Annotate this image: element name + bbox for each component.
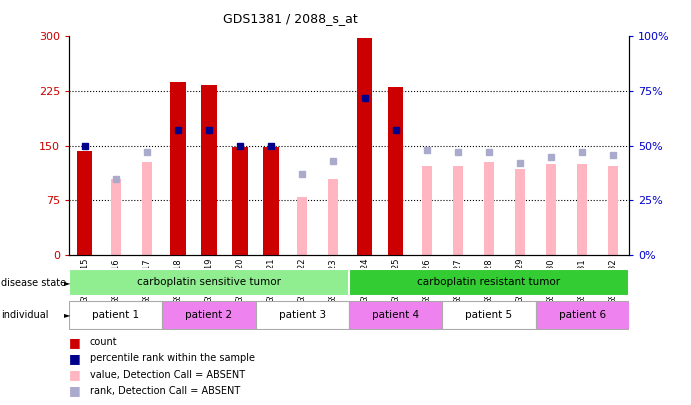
Bar xyxy=(142,162,152,255)
Text: disease state: disease state xyxy=(1,278,66,288)
Text: ■: ■ xyxy=(69,368,81,381)
Text: ■: ■ xyxy=(69,352,81,365)
Bar xyxy=(422,166,432,255)
Bar xyxy=(515,169,525,255)
Bar xyxy=(349,301,442,328)
Bar xyxy=(162,301,256,328)
Bar xyxy=(232,147,248,255)
Bar xyxy=(577,164,587,255)
Text: patient 3: patient 3 xyxy=(278,310,326,320)
Bar xyxy=(388,87,404,255)
Bar xyxy=(608,166,618,255)
Text: value, Detection Call = ABSENT: value, Detection Call = ABSENT xyxy=(90,370,245,379)
Text: ■: ■ xyxy=(69,336,81,349)
Text: count: count xyxy=(90,337,117,347)
Bar xyxy=(111,179,121,255)
Bar xyxy=(442,301,536,328)
Bar xyxy=(546,164,556,255)
Text: individual: individual xyxy=(1,310,48,320)
Text: ►: ► xyxy=(64,311,70,320)
Bar xyxy=(170,82,186,255)
Bar xyxy=(69,269,349,296)
Text: GDS1381 / 2088_s_at: GDS1381 / 2088_s_at xyxy=(223,12,358,25)
Text: carboplatin sensitive tumor: carboplatin sensitive tumor xyxy=(137,277,281,288)
Text: percentile rank within the sample: percentile rank within the sample xyxy=(90,354,255,363)
Bar xyxy=(357,38,372,255)
Text: patient 6: patient 6 xyxy=(558,310,606,320)
Text: patient 2: patient 2 xyxy=(185,310,233,320)
Bar xyxy=(328,179,339,255)
Bar xyxy=(256,301,349,328)
Text: patient 1: patient 1 xyxy=(92,310,140,320)
Bar xyxy=(201,85,217,255)
Text: patient 5: patient 5 xyxy=(465,310,513,320)
Text: carboplatin resistant tumor: carboplatin resistant tumor xyxy=(417,277,560,288)
Bar xyxy=(349,269,629,296)
Bar xyxy=(484,162,494,255)
Bar xyxy=(69,301,162,328)
Text: patient 4: patient 4 xyxy=(372,310,419,320)
Text: rank, Detection Call = ABSENT: rank, Detection Call = ABSENT xyxy=(90,386,240,396)
Bar xyxy=(536,301,629,328)
Bar xyxy=(297,197,307,255)
Bar xyxy=(263,147,279,255)
Bar xyxy=(453,166,463,255)
Text: ►: ► xyxy=(64,278,70,287)
Text: ■: ■ xyxy=(69,384,81,397)
Bar xyxy=(77,151,93,255)
